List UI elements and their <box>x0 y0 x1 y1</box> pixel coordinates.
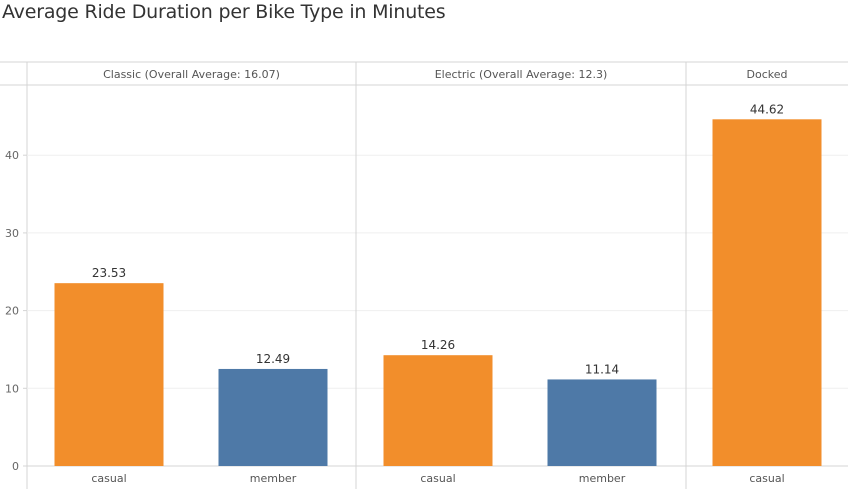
data-label: 44.62 <box>750 102 784 116</box>
panel-header: Classic (Overall Average: 16.07) <box>103 68 280 81</box>
data-label: 23.53 <box>92 266 126 280</box>
data-label: 11.14 <box>585 362 619 376</box>
data-label: 12.49 <box>256 352 290 366</box>
x-tick-label: member <box>579 472 626 485</box>
bar-casual <box>54 283 164 466</box>
bar-casual <box>712 119 822 466</box>
x-tick-label: casual <box>749 472 784 485</box>
y-tick-label: 10 <box>5 382 19 395</box>
x-tick-label: casual <box>420 472 455 485</box>
bar-member <box>547 379 657 466</box>
panel-header: Electric (Overall Average: 12.3) <box>435 68 608 81</box>
panel-header: Docked <box>747 68 788 81</box>
bar-member <box>218 368 328 466</box>
y-tick-label: 0 <box>12 460 19 473</box>
y-tick-label: 20 <box>5 305 19 318</box>
y-tick-label: 40 <box>5 149 19 162</box>
data-label: 14.26 <box>421 338 455 352</box>
chart-title: Average Ride Duration per Bike Type in M… <box>2 1 446 23</box>
x-tick-label: member <box>250 472 297 485</box>
y-tick-label: 30 <box>5 227 19 240</box>
x-tick-label: casual <box>91 472 126 485</box>
bar-casual <box>383 355 493 466</box>
